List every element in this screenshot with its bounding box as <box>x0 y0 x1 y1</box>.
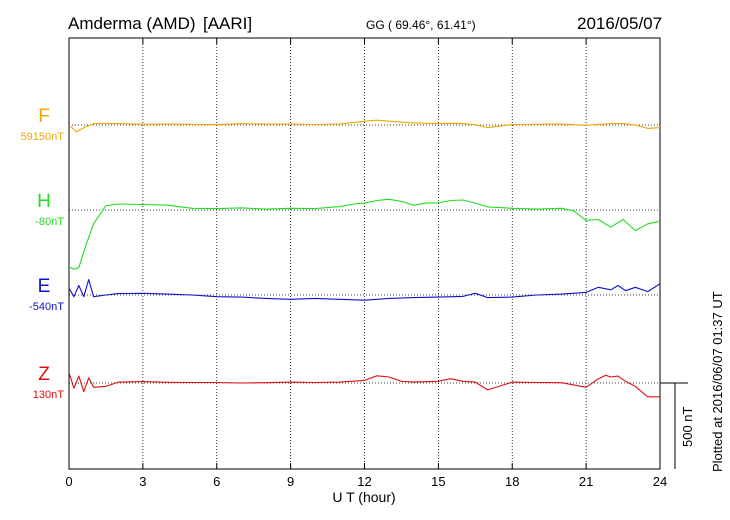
component-letter-H: H <box>37 191 51 212</box>
plotted-at-note: Plotted at 2016/06/07 01:37 UT <box>710 291 725 472</box>
tick-label-12: 12 <box>357 474 371 489</box>
component-letter-F: F <box>38 106 50 127</box>
component-letter-E: E <box>38 276 51 297</box>
component-baseline-E: -540nT <box>29 301 64 313</box>
x-axis-label: U T (hour) <box>332 489 395 505</box>
vertical-gridlines <box>142 38 587 469</box>
series-line-H <box>68 198 661 270</box>
tick-label-3: 3 <box>139 474 146 489</box>
component-baseline-Z: 130nT <box>33 389 64 401</box>
tick-label-18: 18 <box>505 474 519 489</box>
x-axis-ticks: 0 3 6 9 12 15 18 21 24 <box>65 38 667 489</box>
component-baseline-H: -80nT <box>35 216 64 228</box>
tick-label-9: 9 <box>287 474 294 489</box>
tick-label-24: 24 <box>653 474 667 489</box>
network-label: [AARI] <box>203 14 252 33</box>
component-labels: F 59150nT H -80nT E -540nT Z 130nT <box>21 106 65 401</box>
scale-bar-label: 500 nT <box>680 406 695 447</box>
component-letter-Z: Z <box>38 364 50 385</box>
series-line-F <box>68 119 661 133</box>
tick-label-21: 21 <box>579 474 593 489</box>
series-line-Z <box>68 372 660 398</box>
tick-label-6: 6 <box>213 474 220 489</box>
component-baseline-F: 59150nT <box>21 131 65 143</box>
series-line-E <box>68 278 661 301</box>
tick-label-15: 15 <box>431 474 445 489</box>
tick-label-0: 0 <box>65 474 72 489</box>
coordinates-label: GG ( 69.46°, 61.41°) <box>366 18 476 32</box>
date-label: 2016/05/07 <box>577 14 662 33</box>
scale-bar: 500 nT <box>660 382 695 469</box>
station-title: Amderma (AMD) <box>68 14 196 33</box>
series-group <box>68 119 661 398</box>
